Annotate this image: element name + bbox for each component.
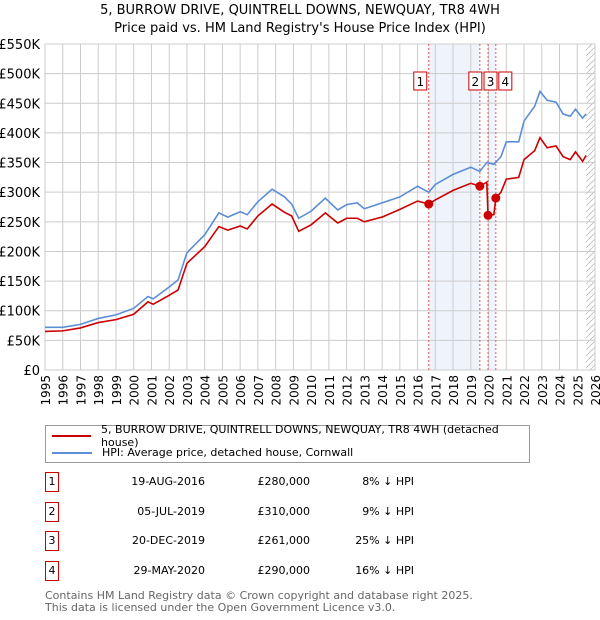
x-tick-label: 2012 <box>341 375 355 406</box>
x-tick-label: 2017 <box>429 375 443 406</box>
y-tick-label: £350K <box>0 157 40 172</box>
sale-hpi-diff: 16% ↓ HPI <box>355 563 414 577</box>
sale-price: £290,000 <box>257 563 311 577</box>
sale-row: 2 05-JUL-2019 £310,000 9% ↓ HPI <box>45 501 445 522</box>
chart-subtitle: Price paid vs. HM Land Registry's House … <box>114 21 486 36</box>
sale-marker-box <box>413 71 428 91</box>
price-paid-line <box>44 135 587 333</box>
x-tick-label: 1996 <box>57 375 71 406</box>
sale-point <box>491 193 501 203</box>
x-tick-label: 1995 <box>39 375 53 406</box>
x-tick-label: 2021 <box>500 375 514 406</box>
sale-point <box>475 181 485 191</box>
sale-row: 4 29-MAY-2020 £290,000 16% ↓ HPI <box>45 560 445 581</box>
legend-item-property: 5, BURROW DRIVE, QUINTRELL DOWNS, NEWQUA… <box>52 423 529 449</box>
y-tick-label: £0 <box>23 364 40 379</box>
chart-plot: £0 £50K £100K £150K £200K £250K £300K £350K £400… <box>0 38 600 406</box>
y-tick-label: £200K <box>0 245 40 260</box>
plot-frame <box>44 43 596 371</box>
sale-point <box>424 199 434 209</box>
sale-date: 05-JUL-2019 <box>137 504 205 518</box>
x-tick-label: 2005 <box>216 375 230 406</box>
sale-date: 29-MAY-2020 <box>133 563 205 577</box>
x-tick-label: 2007 <box>252 375 266 406</box>
x-tick-label: 2011 <box>323 375 337 406</box>
y-tick-label: £450K <box>0 97 40 112</box>
y-tick-label: £500K <box>0 68 40 83</box>
y-tick-label: £300K <box>0 186 40 201</box>
sale-price: £310,000 <box>257 504 311 518</box>
x-tick-label: 2008 <box>270 375 284 406</box>
sale-date: 19-AUG-2016 <box>131 475 205 488</box>
x-tick-label: 2001 <box>145 375 159 406</box>
x-tick-label: 2000 <box>128 375 142 406</box>
legend-label: HPI: Average price, detached house, Corn… <box>102 446 354 459</box>
legend-label: 5, BURROW DRIVE, QUINTRELL DOWNS, NEWQUA… <box>101 422 499 449</box>
sale-row: 1 19-AUG-2016 £280,000 8% ↓ HPI <box>45 472 445 492</box>
sale-point <box>483 210 493 220</box>
sale-price: £261,000 <box>257 534 311 547</box>
x-tick-label: 2014 <box>376 375 390 406</box>
footer-line: This data is licensed under the Open Gov… <box>45 601 396 614</box>
x-tick-label: 2018 <box>447 375 461 406</box>
sale-number-badge: 4 <box>45 560 59 581</box>
x-tick-label: 2024 <box>554 375 568 406</box>
forecast-hatch <box>586 44 595 370</box>
sale-marker-label: 3 <box>487 75 495 89</box>
footer-line: Contains HM Land Registry data © Crown c… <box>45 589 473 602</box>
legend-item-hpi: HPI: Average price, detached house, Corn… <box>52 444 353 461</box>
y-tick-label: £250K <box>0 216 40 231</box>
x-tick-label: 2016 <box>412 375 426 406</box>
sale-number-badge: 3 <box>45 531 59 551</box>
y-tick-label: £100K <box>0 305 40 320</box>
y-tick-label: £150K <box>0 275 40 290</box>
shaded-period <box>488 44 496 370</box>
x-tick-label: 2015 <box>394 375 408 406</box>
x-tick-label: 2006 <box>234 375 248 406</box>
sale-date: 20-DEC-2019 <box>131 534 205 547</box>
x-tick-label: 1998 <box>92 375 106 406</box>
legend-swatch-red <box>52 434 92 437</box>
chart-title: 5, BURROW DRIVE, QUINTRELL DOWNS, NEWQUA… <box>100 3 500 18</box>
x-tick-label: 1999 <box>110 375 124 406</box>
x-tick-label: 2002 <box>163 375 177 406</box>
shaded-period <box>428 44 480 370</box>
x-tick-label: 2010 <box>305 375 319 406</box>
y-tick-label: £400K <box>0 127 40 142</box>
sale-number-badge: 1 <box>45 472 59 492</box>
sale-number-badge: 2 <box>45 501 59 522</box>
sale-hpi-diff: 8% ↓ HPI <box>362 475 414 488</box>
hpi-line <box>45 89 587 329</box>
legend: 5, BURROW DRIVE, QUINTRELL DOWNS, NEWQUA… <box>45 423 530 463</box>
x-tick-label: 2019 <box>465 375 479 406</box>
x-tick-label: 2004 <box>199 375 213 406</box>
sale-hpi-diff: 25% ↓ HPI <box>355 534 414 547</box>
x-tick-label: 2023 <box>536 375 550 406</box>
legend-swatch-blue <box>52 451 92 454</box>
sale-row: 3 20-DEC-2019 £261,000 25% ↓ HPI <box>45 531 445 551</box>
x-tick-label: 2013 <box>358 375 372 406</box>
sale-marker-label: 2 <box>472 75 480 89</box>
y-tick-label: £550K <box>0 38 40 53</box>
sale-marker-box <box>468 71 483 91</box>
sale-marker-label: 4 <box>502 75 510 89</box>
y-tick-label: £50K <box>7 334 41 349</box>
sale-marker-label: 1 <box>416 75 424 89</box>
x-tick-label: 2025 <box>571 375 585 406</box>
footer: Contains HM Land Registry data © Crown c… <box>45 590 473 614</box>
x-tick-label: 1997 <box>74 375 88 406</box>
sale-price: £280,000 <box>257 475 311 488</box>
x-tick-label: 2009 <box>287 375 301 406</box>
sale-marker-box <box>483 71 498 91</box>
sale-marker-box <box>498 71 513 91</box>
x-tick-label: 2020 <box>483 375 497 406</box>
x-tick-label: 2003 <box>181 375 195 406</box>
x-tick-label: 2026 <box>589 375 600 406</box>
sale-hpi-diff: 9% ↓ HPI <box>362 504 414 518</box>
x-tick-label: 2022 <box>518 375 532 406</box>
